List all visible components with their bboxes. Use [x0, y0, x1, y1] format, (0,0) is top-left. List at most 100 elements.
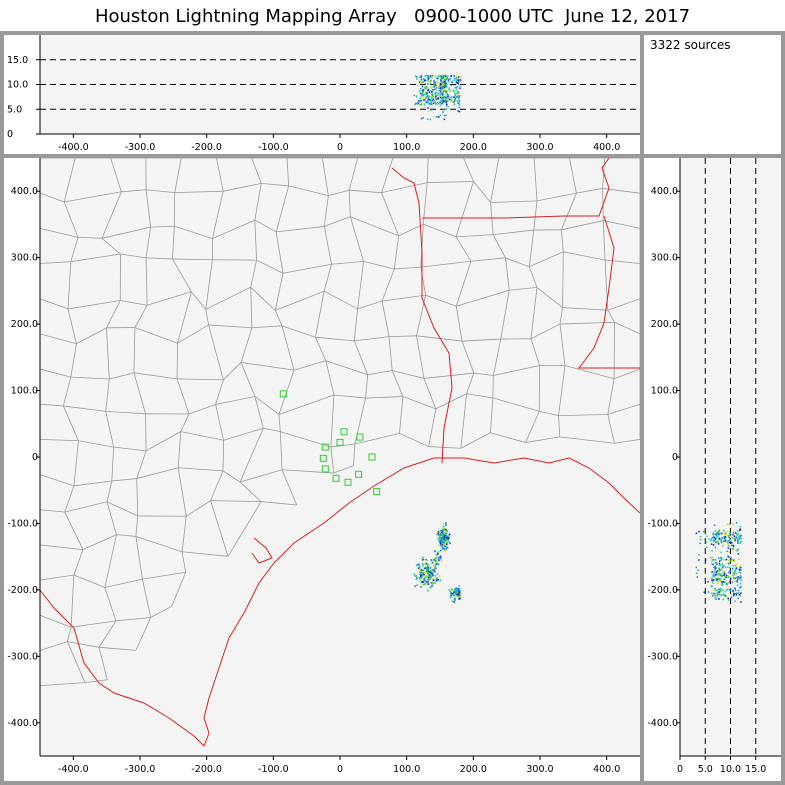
altitude-source-point	[425, 85, 428, 88]
ns-source-point	[714, 544, 716, 547]
source-point	[454, 592, 457, 594]
ns-source-point	[721, 575, 723, 577]
county-line	[490, 432, 526, 443]
ns-source-point	[732, 591, 735, 593]
source-point	[434, 550, 437, 552]
county-line	[73, 574, 106, 588]
altitude-source-point	[439, 74, 442, 77]
county-line	[349, 189, 382, 194]
source-point	[457, 590, 460, 592]
ns-source-point	[720, 540, 723, 542]
altitude-source-point	[443, 109, 445, 111]
altitude-source-point	[415, 95, 418, 97]
county-line	[420, 260, 472, 268]
source-point	[447, 537, 449, 540]
ns-x-tick-label: 0	[677, 764, 683, 775]
altitude-source-point	[424, 97, 427, 99]
county-line	[530, 287, 538, 339]
county-line	[602, 220, 606, 261]
source-point	[458, 598, 460, 600]
source-point	[424, 583, 426, 585]
ns-source-point	[713, 589, 715, 592]
altitude-source-point	[423, 99, 425, 101]
county-line	[240, 362, 256, 397]
ns-y-tick-label: 200.0	[651, 319, 678, 330]
altitude-source-point	[427, 98, 430, 100]
source-point	[445, 546, 448, 549]
source-point	[423, 583, 425, 586]
county-line	[181, 551, 187, 573]
county-line	[106, 480, 113, 502]
altitude-source-point	[451, 101, 454, 103]
source-point	[450, 588, 453, 591]
altitude-panel: -400.0 -300.0 -200.0 -100.0 0 100.0 200.0 300.0…	[4, 35, 640, 154]
county-line	[331, 260, 364, 265]
ns-source-point	[715, 573, 717, 576]
county-line	[191, 291, 207, 310]
source-point	[453, 601, 456, 603]
ns-source-point	[712, 575, 714, 577]
lma-station	[319, 454, 327, 462]
ns-source-point	[717, 592, 720, 594]
source-point	[419, 571, 421, 574]
source-point	[450, 596, 453, 598]
county-line	[66, 641, 86, 683]
county-line	[607, 298, 640, 311]
source-point	[434, 560, 437, 562]
altitude-source-point	[450, 75, 452, 77]
altitude-source-point	[448, 98, 451, 101]
county-line	[106, 501, 138, 517]
ns-source-point	[716, 589, 719, 592]
altitude-x-tick-label: -400.0	[58, 142, 89, 153]
altitude-source-point	[443, 100, 445, 102]
altitude-source-point	[441, 87, 444, 90]
county-line	[525, 436, 560, 443]
altitude-source-point	[415, 102, 417, 104]
ns-source-point	[739, 534, 742, 537]
frame-bottom	[0, 781, 785, 785]
source-point	[425, 562, 428, 565]
county-line	[133, 327, 136, 373]
ns-source-point	[722, 589, 724, 591]
ns-source-point	[721, 594, 723, 596]
altitude-source-point	[442, 74, 445, 77]
source-point	[427, 567, 429, 570]
county-line	[136, 478, 139, 516]
source-point	[422, 556, 424, 559]
altitude-source-point	[431, 76, 433, 78]
altitude-source-point	[442, 77, 444, 80]
county-line	[135, 535, 183, 553]
source-point	[431, 571, 433, 573]
ns-source-point	[726, 550, 728, 553]
altitude-source-point	[440, 76, 443, 78]
altitude-source-point	[442, 111, 444, 113]
source-point	[428, 574, 431, 576]
source-point	[426, 563, 429, 566]
ns-source-point	[711, 579, 714, 582]
county-line	[223, 182, 262, 192]
altitude-source-point	[441, 97, 443, 100]
altitude-source-point	[456, 75, 458, 78]
ns-source-point	[723, 540, 725, 543]
altitude-source-point	[457, 97, 460, 99]
altitude-source-point	[422, 81, 424, 84]
source-point	[422, 572, 424, 574]
ns-source-point	[710, 538, 713, 541]
county-line	[423, 372, 474, 379]
altitude-source-point	[425, 93, 428, 95]
ns-source-point	[737, 589, 740, 592]
source-point	[424, 576, 427, 579]
ns-source-point	[719, 564, 721, 567]
ns-source-point	[737, 553, 739, 555]
county-line	[427, 181, 474, 183]
county-line	[239, 481, 262, 502]
county-line	[106, 501, 117, 535]
ns-source-point	[713, 539, 716, 542]
altitude-source-point	[426, 92, 429, 94]
altitude-source-point	[433, 86, 435, 88]
altitude-source-point	[430, 109, 433, 111]
ns-source-point	[737, 542, 739, 544]
ns-source-point	[738, 538, 740, 540]
county-line	[560, 193, 577, 230]
plan-x-tick-label: -200.0	[191, 764, 222, 775]
